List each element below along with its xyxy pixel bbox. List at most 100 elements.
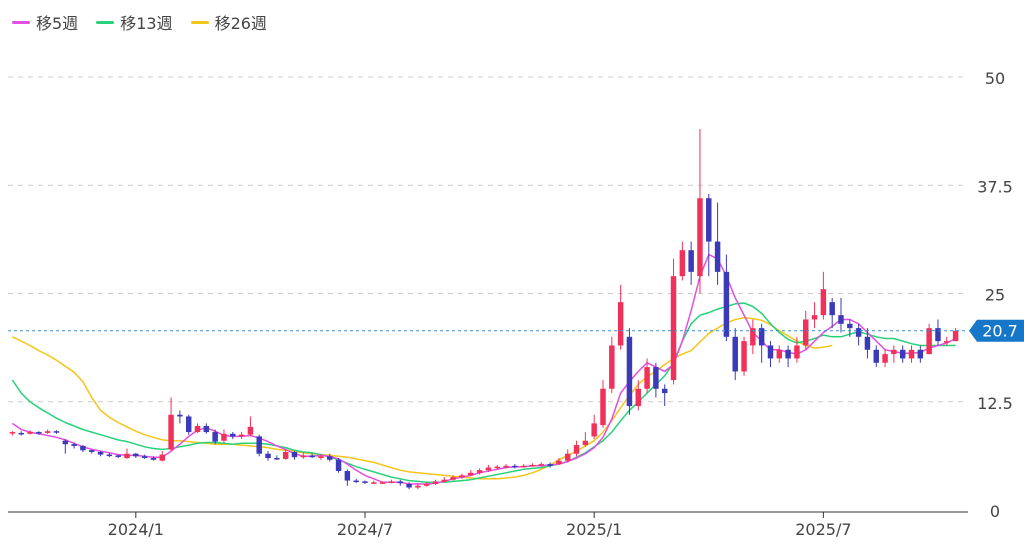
candle-body xyxy=(917,349,924,359)
legend-label-ma26: 移26週 xyxy=(214,14,267,33)
candle-body xyxy=(141,456,148,459)
candle-body xyxy=(820,289,827,316)
x-tick-label: 2025/7 xyxy=(795,520,851,539)
candle-body xyxy=(503,465,509,468)
candle-body xyxy=(256,436,262,454)
candle-body xyxy=(732,336,738,372)
candle-body xyxy=(670,276,677,381)
candle-body xyxy=(529,464,536,467)
candle-body xyxy=(212,432,218,442)
candle-body xyxy=(741,341,747,372)
candle-body xyxy=(353,480,359,483)
candle-body xyxy=(723,271,730,337)
candle-body xyxy=(344,471,351,481)
candle-body xyxy=(468,472,474,476)
candle-body xyxy=(44,431,51,433)
candle-body xyxy=(53,431,60,433)
candle-body xyxy=(758,328,765,346)
legend-item-ma5[interactable]: 移5週 xyxy=(12,10,78,34)
candle-body xyxy=(327,456,333,460)
legend-swatch-ma26 xyxy=(190,20,209,24)
candle-body xyxy=(714,241,721,272)
candle-body xyxy=(397,481,403,484)
candle-body xyxy=(767,345,774,359)
candle-body xyxy=(133,453,139,457)
candle-body xyxy=(873,349,879,363)
candle-body xyxy=(573,445,580,454)
candle-body xyxy=(27,432,33,434)
candle-body xyxy=(459,475,465,478)
candle-body xyxy=(9,432,16,434)
candle-body xyxy=(644,367,650,389)
candle-body xyxy=(697,198,703,277)
candle-body xyxy=(600,388,606,426)
candle-body xyxy=(150,458,157,460)
candle-body xyxy=(547,464,553,466)
candle-body xyxy=(406,484,412,488)
candle-body xyxy=(371,482,377,484)
candle-body xyxy=(97,451,104,455)
candle-body xyxy=(855,328,862,337)
candle-body xyxy=(838,315,844,324)
candle-body xyxy=(194,425,201,433)
candle-body xyxy=(811,315,818,320)
candle-body xyxy=(706,198,712,242)
candle-body xyxy=(415,485,421,488)
legend-item-ma26[interactable]: 移26週 xyxy=(190,10,267,34)
y-tick-label: 37.5 xyxy=(977,177,1013,196)
candle-body xyxy=(185,416,192,433)
candle-body xyxy=(18,432,24,435)
series-line-ma26 xyxy=(12,316,833,480)
y-tick-label: 50 xyxy=(985,69,1005,88)
candle-body xyxy=(124,453,130,459)
candle-body xyxy=(36,432,42,434)
legend-item-ma13[interactable]: 移13週 xyxy=(96,10,173,34)
series-line-ma13 xyxy=(11,302,956,484)
candle-body xyxy=(265,453,271,459)
candle-body xyxy=(582,440,589,446)
candle-body xyxy=(335,459,342,472)
candle-body xyxy=(168,414,174,450)
candle-body xyxy=(230,433,236,437)
candle-body xyxy=(318,456,324,459)
y-tick-label: 12.5 xyxy=(977,394,1013,413)
candle-body xyxy=(829,302,835,316)
candle-body xyxy=(635,388,641,407)
candle-body xyxy=(485,467,492,471)
candle-body xyxy=(803,319,809,346)
candle-body xyxy=(952,330,959,342)
x-tick-label: 2024/7 xyxy=(337,520,393,539)
candle-body xyxy=(423,484,430,486)
candle-body xyxy=(221,433,227,441)
candle-body xyxy=(891,349,897,355)
candle-body xyxy=(476,470,483,473)
candle-body xyxy=(899,349,906,359)
candle-body xyxy=(538,464,545,466)
candle-body xyxy=(291,451,298,458)
candle-body xyxy=(591,423,597,437)
candle-body xyxy=(908,349,915,359)
candle-body xyxy=(379,482,386,484)
candle-body xyxy=(609,345,615,389)
candle-body xyxy=(238,434,245,437)
candle-body xyxy=(432,481,439,485)
candle-body xyxy=(159,454,165,461)
last-price-badge xyxy=(969,319,1024,342)
candle-body xyxy=(494,466,500,469)
candle-body xyxy=(388,481,395,483)
candle-body xyxy=(247,426,254,435)
candle-body xyxy=(106,454,113,457)
candle-body xyxy=(935,328,941,342)
candle-body xyxy=(441,479,448,482)
candle-body xyxy=(203,425,210,433)
candle-body xyxy=(847,323,853,329)
candle-body xyxy=(944,341,950,343)
candle-body xyxy=(653,367,659,389)
candle-body xyxy=(362,481,368,483)
candle-body xyxy=(882,354,888,363)
candle-body xyxy=(565,453,571,461)
candle-body xyxy=(89,450,95,452)
candle-body xyxy=(626,336,633,407)
